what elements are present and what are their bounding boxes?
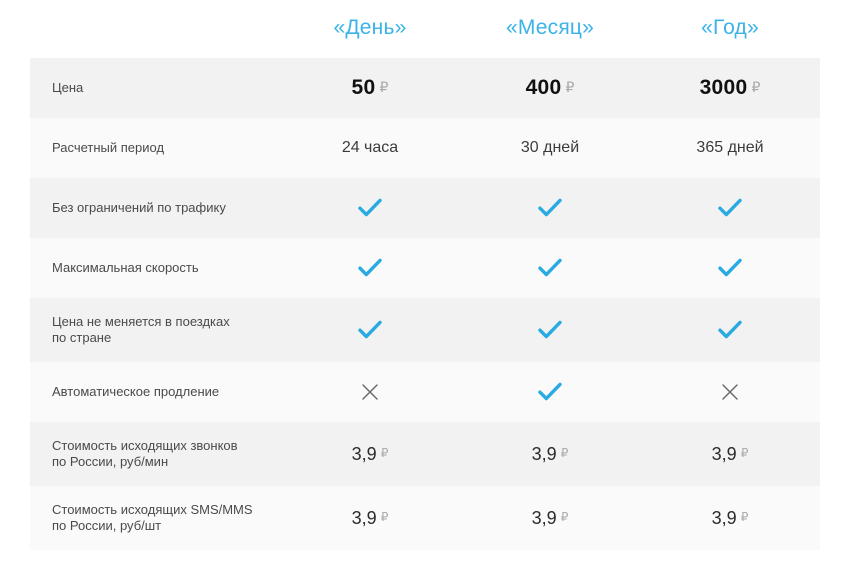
- plan-header-year[interactable]: «Год»: [701, 15, 759, 39]
- price-amount: 400: [525, 76, 562, 99]
- cell-day-icon: [280, 238, 460, 298]
- check-icon: [358, 198, 382, 218]
- feature-label-line2: по стране: [52, 330, 112, 345]
- plan-header-month[interactable]: «Месяц»: [505, 15, 595, 39]
- table-row: Без ограничений по трафику: [30, 178, 820, 238]
- feature-label: Стоимость исходящих звонков по России, ру…: [30, 422, 280, 486]
- currency-symbol: ₽: [565, 79, 575, 95]
- period-text: 24 часа: [341, 139, 399, 156]
- check-icon: [538, 198, 562, 218]
- cell-year-value: 3,9 ₽: [640, 422, 820, 486]
- price-amount: 50: [351, 76, 376, 99]
- check-icon: [538, 382, 562, 402]
- check-icon: [718, 320, 742, 340]
- cross-icon: [721, 383, 739, 401]
- period-text: 30 дней: [520, 139, 580, 156]
- feature-label: Цена не меняется в поездках по стране: [30, 298, 280, 362]
- table-row: Автоматическое продление: [30, 362, 820, 422]
- cell-year-value: 3,9 ₽: [640, 486, 820, 550]
- cell-month-value: 3,9 ₽: [460, 486, 640, 550]
- feature-label: Максимальная скорость: [52, 260, 199, 275]
- currency-symbol: ₽: [380, 509, 389, 524]
- check-icon: [358, 320, 382, 340]
- cell-month-value: 400 ₽: [460, 58, 640, 118]
- cell-year-value: 3000 ₽: [640, 58, 820, 118]
- check-icon: [358, 258, 382, 278]
- feature-label: Цена: [52, 80, 84, 95]
- table-row: Максимальная скорость: [30, 238, 820, 298]
- cell-month-icon: [460, 178, 640, 238]
- table-row: Цена 50 ₽400 ₽3000 ₽: [30, 58, 820, 118]
- cell-year-icon: [640, 298, 820, 362]
- currency-symbol: ₽: [751, 79, 761, 95]
- table-row: Цена не меняется в поездках по стране: [30, 298, 820, 362]
- table-row: Стоимость исходящих SMS/MMS по России, ру…: [30, 486, 820, 550]
- check-icon: [718, 258, 742, 278]
- comparison-table: Цена 50 ₽400 ₽3000 ₽ Расчетный период 24 часа 3…: [30, 58, 820, 550]
- price-amount: 3,9: [351, 507, 377, 528]
- feature-label: Без ограничений по трафику: [52, 200, 226, 215]
- currency-symbol: ₽: [740, 509, 749, 524]
- cell-year-icon: [640, 362, 820, 422]
- plan-header-row: «День» «Месяц» «Год»: [30, 0, 820, 58]
- check-icon: [538, 258, 562, 278]
- cell-month-value: 30 дней: [460, 118, 640, 178]
- price-amount: 3,9: [351, 443, 377, 464]
- currency-symbol: ₽: [379, 79, 389, 95]
- feature-label-line2: по России, руб/шт: [52, 518, 162, 533]
- price-amount: 3,9: [531, 443, 557, 464]
- cell-month-icon: [460, 362, 640, 422]
- cross-icon: [361, 383, 379, 401]
- currency-symbol: ₽: [380, 445, 389, 460]
- price-amount: 3000: [699, 76, 748, 99]
- cell-day-value: 50 ₽: [280, 58, 460, 118]
- cell-day-icon: [280, 298, 460, 362]
- cell-day-icon: [280, 178, 460, 238]
- cell-month-value: 3,9 ₽: [460, 422, 640, 486]
- cell-month-icon: [460, 298, 640, 362]
- currency-symbol: ₽: [560, 445, 569, 460]
- price-amount: 3,9: [711, 507, 737, 528]
- feature-label: Стоимость исходящих SMS/MMS по России, ру…: [30, 486, 280, 550]
- price-amount: 3,9: [711, 443, 737, 464]
- cell-year-icon: [640, 178, 820, 238]
- cell-day-value: 24 часа: [280, 118, 460, 178]
- plan-header-day[interactable]: «День»: [333, 15, 407, 39]
- cell-year-value: 365 дней: [640, 118, 820, 178]
- period-text: 365 дней: [696, 139, 764, 156]
- cell-day-icon: [280, 362, 460, 422]
- cell-month-icon: [460, 238, 640, 298]
- cell-year-icon: [640, 238, 820, 298]
- table-row: Стоимость исходящих звонков по России, ру…: [30, 422, 820, 486]
- currency-symbol: ₽: [560, 509, 569, 524]
- feature-label-line2: по России, руб/мин: [52, 454, 169, 469]
- cell-day-value: 3,9 ₽: [280, 486, 460, 550]
- currency-symbol: ₽: [740, 445, 749, 460]
- feature-label: Расчетный период: [52, 140, 165, 155]
- comparison-table-body: Цена 50 ₽400 ₽3000 ₽ Расчетный период 24 часа 3…: [30, 58, 820, 550]
- check-icon: [718, 198, 742, 218]
- feature-label: Автоматическое продление: [52, 384, 220, 399]
- table-row: Расчетный период 24 часа 30 дней 365 дней: [30, 118, 820, 178]
- cell-day-value: 3,9 ₽: [280, 422, 460, 486]
- check-icon: [538, 320, 562, 340]
- price-amount: 3,9: [531, 507, 557, 528]
